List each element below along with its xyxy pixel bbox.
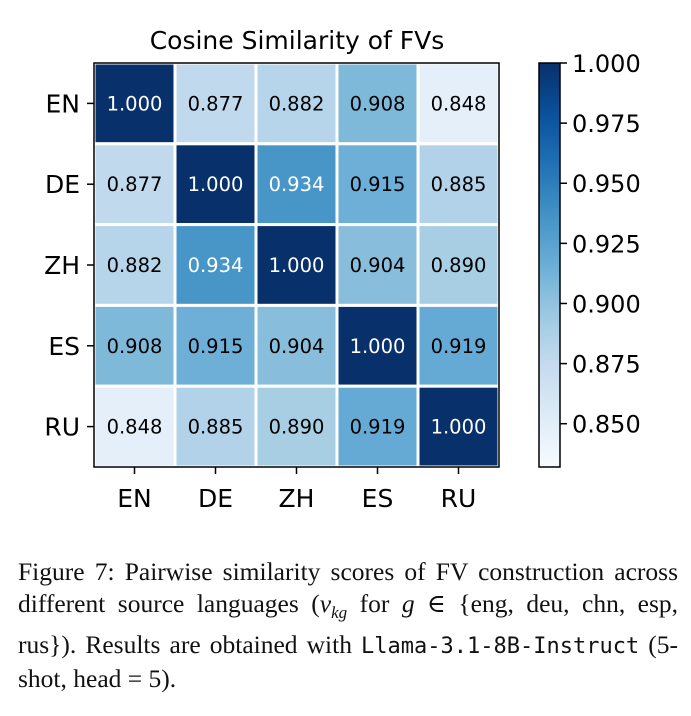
colorbar-tick-label: 0.850 bbox=[572, 411, 641, 439]
heatmap-cell-label: 1.000 bbox=[431, 416, 487, 439]
col-label: ES bbox=[362, 484, 394, 513]
caption-model: Llama-3.1-8B-Instruct bbox=[361, 634, 640, 660]
colorbar-tick-label: 0.900 bbox=[572, 290, 641, 318]
colorbar-tick-label: 1.000 bbox=[572, 50, 641, 78]
heatmap-cell-label: 0.934 bbox=[188, 254, 244, 277]
heatmap-cell-label: 1.000 bbox=[107, 92, 163, 115]
heatmap-cell-label: 0.934 bbox=[269, 173, 325, 196]
row-label: ZH bbox=[44, 251, 80, 280]
heatmap-cell-label: 0.877 bbox=[107, 173, 163, 196]
chart-title: Cosine Similarity of FVs bbox=[150, 26, 445, 55]
row-label: ES bbox=[48, 332, 80, 361]
heatmap-cell bbox=[335, 303, 420, 388]
colorbar bbox=[538, 62, 561, 468]
caption-text-1: Pairwise similarity scores of FV constru… bbox=[18, 557, 678, 618]
heatmap-cell-label: 0.885 bbox=[188, 416, 244, 439]
row-label: RU bbox=[44, 413, 80, 442]
heatmap-cell bbox=[254, 142, 339, 227]
heatmap-cell-label: 0.890 bbox=[431, 254, 487, 277]
colorbar-tick-label: 0.950 bbox=[572, 170, 641, 198]
col-labels: EN DE ZH ES RU bbox=[117, 467, 476, 513]
row-label: DE bbox=[45, 170, 80, 199]
col-label: DE bbox=[198, 484, 233, 513]
heatmap-cell bbox=[173, 303, 258, 388]
heatmap-cell bbox=[173, 384, 258, 469]
col-label: RU bbox=[441, 484, 477, 513]
figure-caption: Figure 7: Pairwise similarity scores of … bbox=[18, 556, 678, 695]
heatmap-cell-label: 0.877 bbox=[188, 92, 244, 115]
heatmap-cell-label: 0.848 bbox=[431, 92, 487, 115]
colorbar-ticks: 1.000 0.975 0.950 0.925 0.900 0.875 0.850 bbox=[560, 50, 641, 439]
heatmap-cell bbox=[254, 384, 339, 469]
row-labels: EN DE ZH ES RU bbox=[44, 89, 94, 442]
heatmap-cell-label: 0.908 bbox=[350, 92, 406, 115]
heatmap-cell-label: 0.890 bbox=[269, 416, 325, 439]
colorbar-tick-label: 0.975 bbox=[572, 110, 641, 138]
col-label: EN bbox=[117, 484, 152, 513]
heatmap-cell bbox=[416, 303, 501, 388]
caption-for: for bbox=[347, 589, 402, 618]
heatmap-cell-label: 0.848 bbox=[107, 416, 163, 439]
heatmap-cells: 1.000 0.877 0.882 0.908 0.848 0.877 1.000 0.934… bbox=[92, 61, 501, 469]
colorbar-tick-label: 0.875 bbox=[572, 351, 641, 379]
heatmap-cell-label: 0.904 bbox=[269, 335, 325, 358]
col-label: ZH bbox=[279, 484, 315, 513]
heatmap-cell-label: 0.885 bbox=[431, 173, 487, 196]
heatmap-cell-label: 0.919 bbox=[431, 335, 487, 358]
heatmap-cell-label: 0.915 bbox=[188, 335, 244, 358]
heatmap-cell bbox=[173, 223, 258, 307]
heatmap-cell-label: 0.915 bbox=[350, 173, 406, 196]
heatmap-cell-label: 1.000 bbox=[350, 335, 406, 358]
caption-elem: ∈ bbox=[427, 589, 446, 618]
colorbar-tick-label: 0.925 bbox=[572, 230, 641, 258]
caption-g: g bbox=[401, 589, 415, 618]
heatmap-cell-label: 1.000 bbox=[269, 254, 325, 277]
heatmap-cell-label: 0.882 bbox=[269, 92, 325, 115]
heatmap-cell-label: 1.000 bbox=[188, 173, 244, 196]
row-label: EN bbox=[46, 89, 81, 118]
heatmap-cell-label: 0.882 bbox=[107, 254, 163, 277]
caption-text-2: ). Results are obtained with bbox=[61, 630, 362, 660]
caption-fig-label: Figure 7: bbox=[18, 557, 115, 586]
heatmap-cell-label: 0.904 bbox=[350, 254, 406, 277]
heatmap-cell-label: 0.919 bbox=[350, 416, 406, 439]
heatmap-cell-label: 0.908 bbox=[107, 335, 163, 358]
caption-var-sub: kg bbox=[331, 603, 348, 623]
caption-set: {eng, deu, chn, esp, rus} bbox=[18, 589, 679, 660]
heatmap-cell bbox=[416, 142, 501, 227]
heatmap-cell bbox=[335, 223, 420, 307]
heatmap-figure: Cosine Similarity of FVs 1.000 0.877 0.882… bbox=[44, 26, 641, 513]
caption-var: v bbox=[319, 589, 332, 618]
caption-text-3: (5-shot, head = 5). bbox=[18, 630, 678, 694]
